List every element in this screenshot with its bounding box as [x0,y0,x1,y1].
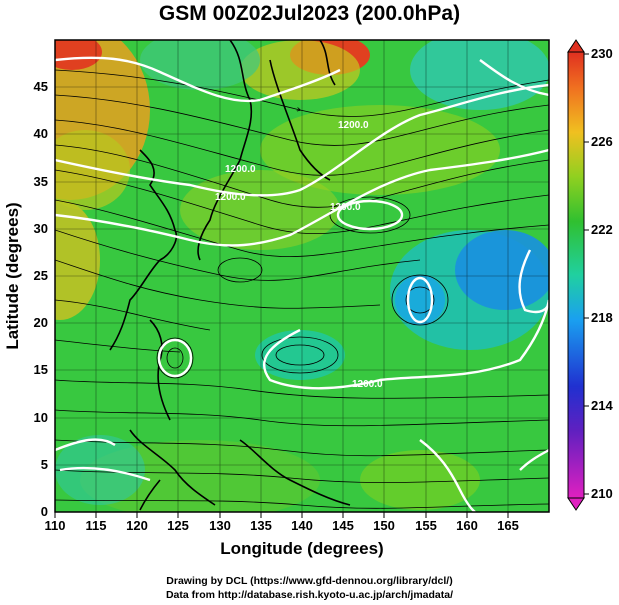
colorbar-top-arrow [567,39,585,53]
x-tick-label: 125 [167,518,189,533]
x-tick-label: 140 [291,518,313,533]
colorbar: 230 226 222 218 214 210 [567,39,613,511]
colorbar-scale [567,51,585,499]
contour-label: 1200.0 [215,192,246,203]
x-tick-label: 150 [373,518,395,533]
x-tick-label: 120 [126,518,148,533]
contour-label: 1200.0 [338,120,369,131]
y-tick-label: 35 [34,174,48,189]
credit-drawing: Drawing by DCL (https://www.gfd-dennou.o… [166,575,453,587]
contour-label: 1200.0 [225,164,256,175]
streamlines [55,69,549,509]
contour-label: 1200.0 [352,379,383,390]
x-tick-label: 110 [45,518,66,533]
graticule [55,40,549,512]
x-tick-label: 155 [415,518,437,533]
x-tick-label: 165 [497,518,519,533]
x-tick-marks [54,512,509,518]
x-tick-labels: 110 115 120 125 130 135 140 145 150 155 … [45,518,519,533]
colorbar-tick-label: 214 [591,398,613,413]
colorbar-tick-label: 226 [591,134,613,149]
y-tick-label: 10 [34,410,48,425]
map-title: GSM 00Z02Jul2023 (200.0hPa) [158,2,461,25]
x-tick-label: 145 [332,518,354,533]
x-tick-label: 135 [250,518,272,533]
y-tick-label: 25 [34,268,48,283]
colorbar-tick-label: 230 [591,46,613,61]
colorbar-tick-label: 222 [591,222,613,237]
x-tick-label: 115 [86,518,107,533]
height-contours [55,56,549,512]
x-axis-label: Longitude (degrees) [220,539,383,558]
contour-labels: 1200.0 1200.0 1200.0 1200.0 1200.0 [215,120,383,390]
y-tick-label: 20 [34,315,48,330]
y-tick-labels: 0 5 10 15 20 25 30 35 40 45 [34,79,48,519]
y-tick-label: 30 [34,221,48,236]
colorbar-tick-label: 218 [591,310,613,325]
colorbar-tick-label: 210 [591,486,613,501]
x-tick-label: 130 [209,518,231,533]
contour-label: 1200.0 [330,202,361,213]
credit-data-source: Data from http://database.rish.kyoto-u.a… [165,589,454,601]
y-axis-label: Latitude (degrees) [3,202,22,349]
y-tick-label: 40 [34,126,48,141]
x-tick-label: 160 [456,518,478,533]
colorbar-bottom-arrow [567,497,585,511]
y-tick-label: 0 [41,504,48,519]
y-tick-label: 45 [34,79,48,94]
y-tick-label: 15 [34,362,48,377]
y-tick-label: 5 [41,457,48,472]
